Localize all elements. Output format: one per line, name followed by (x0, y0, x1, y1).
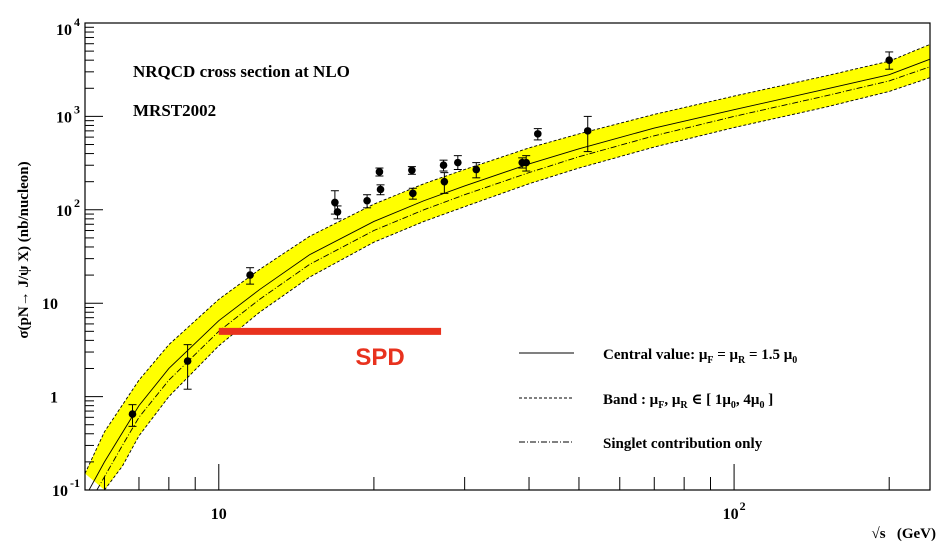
point-marker (333, 208, 342, 216)
legend: Central value: μF = μR = 1.5 μ0 Band : μ… (519, 347, 797, 452)
point-marker (408, 166, 416, 175)
point-marker (583, 127, 592, 135)
legend-band-text: Band : μ (603, 392, 659, 408)
data-point (333, 205, 342, 220)
point-marker (885, 56, 893, 64)
y-tick-label: 1 (50, 390, 58, 407)
legend-band-sub1: F (658, 400, 664, 411)
axes-frame (84, 22, 931, 491)
chart-title: NRQCD cross section at NLO (133, 62, 350, 81)
data-point (885, 51, 894, 70)
data-point (407, 166, 416, 175)
band-lower-curve (104, 77, 931, 491)
point-marker (454, 158, 462, 167)
singlet-curve (96, 66, 931, 491)
point-marker (439, 161, 448, 170)
point-marker (522, 158, 531, 167)
legend-label-central: Central value: μF = μR = 1.5 μ0 (603, 347, 797, 366)
curve-layer (84, 43, 931, 491)
data-point (363, 194, 372, 209)
point-marker (128, 410, 137, 418)
y-tick-base: 10 (52, 483, 68, 500)
legend-central-mid: = μ (713, 347, 738, 363)
data-point (408, 187, 417, 200)
legend-band-sub3: 0 (731, 400, 736, 411)
data-point (246, 267, 255, 285)
y-tick-exponent: 2 (74, 196, 80, 210)
point-marker (472, 165, 481, 174)
legend-band-end: , 4μ (736, 392, 760, 408)
data-point (440, 172, 449, 194)
y-axis-title: σ(pN→ J/ψ X) (nb/nucleon) (16, 161, 32, 338)
data-point (522, 155, 531, 172)
legend-band-sub2: R (680, 400, 688, 411)
legend-band-sub4: 0 (759, 400, 764, 411)
y-tick-exponent: -1 (70, 476, 80, 490)
data-point (453, 155, 462, 171)
y-tick-base: 10 (56, 203, 72, 220)
data-point (183, 344, 192, 390)
data-point (375, 167, 384, 177)
data-point (533, 128, 542, 141)
y-tick-label: 10 4 (56, 15, 80, 39)
y-tick-base: 10 (42, 296, 58, 313)
y-tick-label: 10 2 (56, 196, 80, 220)
data-point (472, 162, 481, 179)
legend-label-band: Band : μF, μR ∈ [ 1μ0, 4μ0 ] (603, 392, 773, 411)
point-marker (183, 357, 192, 365)
data-point (376, 184, 385, 196)
legend-central-sub3: 0 (792, 355, 797, 366)
point-marker (376, 185, 385, 194)
point-marker (331, 198, 339, 207)
x-tick-label: 102 (723, 499, 746, 523)
plot-frame (84, 22, 931, 491)
point-marker (534, 130, 542, 138)
uncertainty-band (85, 44, 930, 490)
x-tick-exponent: 2 (740, 499, 746, 513)
uncertainty-band-layer (85, 44, 930, 490)
y-tick-exponent: 3 (74, 102, 80, 116)
x-axis-title: √s (GeV) (872, 526, 936, 542)
legend-band-mid: , μ (664, 392, 681, 408)
legend-band-end2: ] (764, 392, 773, 408)
y-tick-base: 1 (50, 390, 58, 407)
legend-central-tail: = 1.5 μ (745, 347, 793, 363)
data-point (583, 115, 592, 153)
legend-central-sub2: R (738, 355, 746, 366)
legend-central-text: Central value: μ (603, 347, 708, 363)
legend-band-tail: ∈ [ 1μ (688, 392, 732, 408)
y-tick-base: 10 (56, 109, 72, 126)
point-marker (375, 168, 384, 176)
x-tick-base: 10 (723, 506, 739, 523)
data-points (128, 51, 894, 427)
x-tick-base: 10 (211, 506, 227, 523)
point-marker (409, 189, 417, 198)
band-upper-curve (84, 43, 931, 474)
data-point (128, 404, 137, 427)
y-tick-label: 10 (42, 296, 58, 313)
y-tick-label: 10 -1 (52, 476, 80, 500)
x-tick-label: 10 (211, 506, 227, 523)
y-tick-label: 10 3 (56, 102, 80, 126)
legend-label-singlet: Singlet contribution only (603, 436, 763, 452)
point-marker (363, 196, 371, 205)
spd-label: SPD (355, 344, 404, 371)
y-tick-base: 10 (56, 22, 72, 39)
point-marker (246, 271, 254, 279)
legend-central-sub1: F (707, 355, 713, 366)
y-tick-exponent: 4 (74, 15, 80, 29)
point-marker (440, 177, 449, 186)
chart-subtitle: MRST2002 (133, 101, 216, 120)
data-point (439, 159, 448, 172)
central-value-curve (88, 58, 931, 491)
